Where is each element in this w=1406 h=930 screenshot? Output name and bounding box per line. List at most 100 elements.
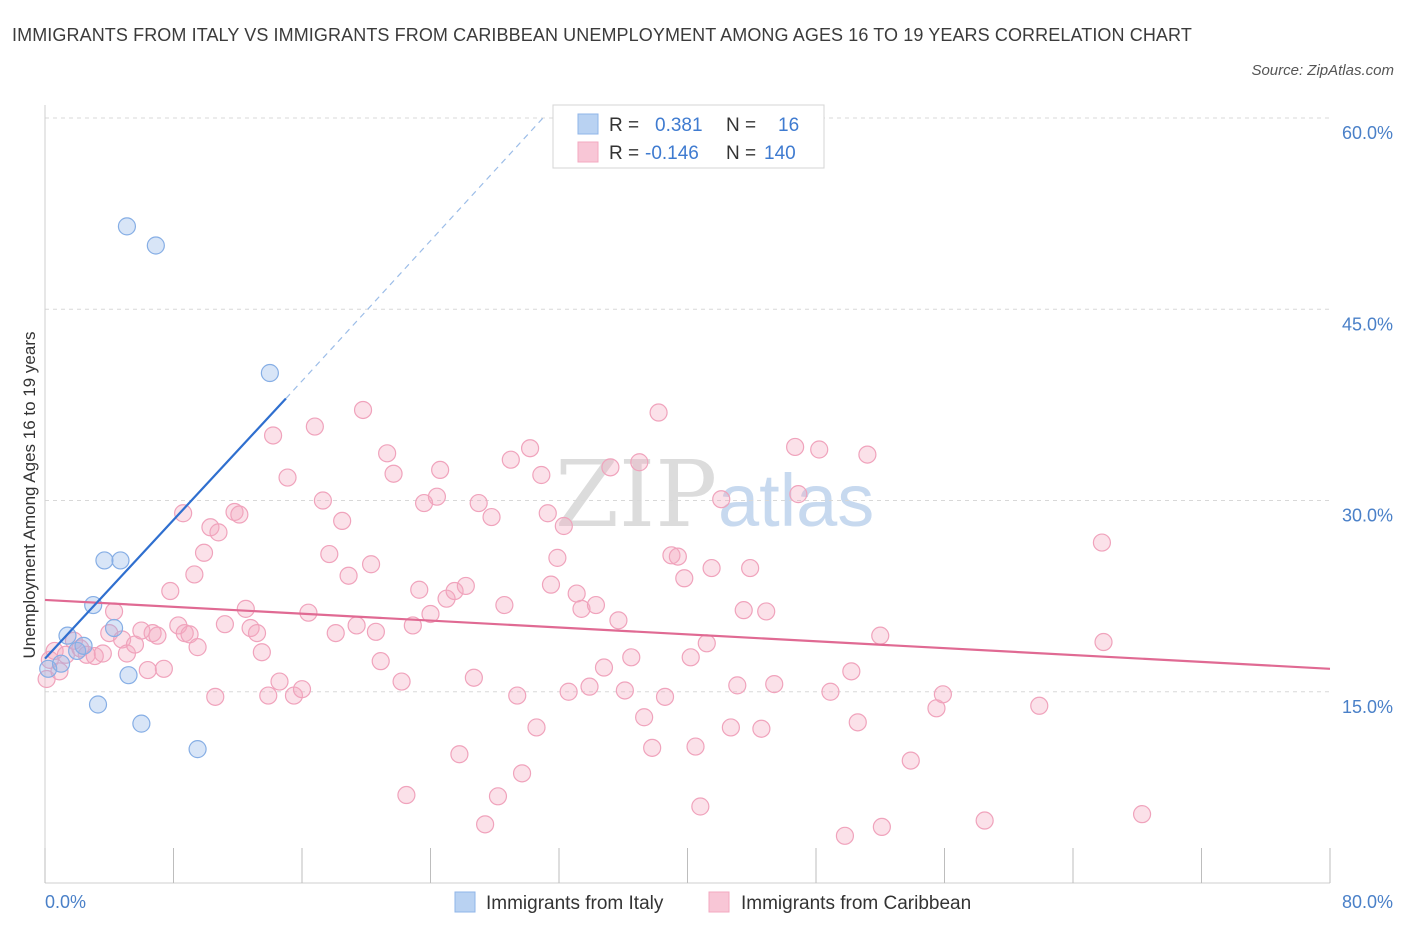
watermark-zip: ZIP — [555, 441, 717, 548]
caribbean-point — [821, 682, 840, 701]
bottom-legend-caribbean-swatch — [708, 891, 730, 913]
caribbean-point — [741, 558, 760, 578]
caribbean-point — [933, 685, 952, 704]
caribbean-point — [194, 543, 214, 562]
caribbean-point — [580, 677, 599, 696]
caribbean-point — [871, 626, 890, 645]
stats-legend: R = 0.381 N = 16 R = -0.146 N = 140 — [552, 104, 825, 169]
caribbean-point — [104, 602, 124, 621]
caribbean-point — [508, 686, 527, 705]
caribbean-point — [138, 660, 157, 680]
italy-point — [88, 695, 108, 714]
caribbean-point — [206, 687, 225, 706]
caribbean-point — [594, 658, 614, 677]
caribbean-point — [464, 668, 483, 687]
caribbean-point — [527, 718, 546, 737]
y-tick-label: 15.0% — [1342, 697, 1393, 717]
x-tick-label: 0.0% — [45, 892, 86, 912]
caribbean-point — [148, 626, 167, 645]
caribbean-point — [697, 634, 716, 653]
caribbean-point — [347, 616, 366, 635]
caribbean-point — [252, 643, 271, 662]
bottom-legend: Immigrants from Italy Immigrants from Ca… — [454, 891, 971, 914]
caribbean-point — [541, 575, 561, 594]
caribbean-point — [410, 580, 429, 599]
caribbean-point — [752, 719, 771, 738]
caribbean-point — [259, 686, 278, 705]
caribbean-point — [292, 680, 312, 699]
caribbean-point — [188, 638, 207, 657]
legend-caribbean-n-label: N = — [726, 143, 756, 164]
source-label: Source: ZipAtlas.com — [1251, 62, 1394, 79]
caribbean-point — [366, 622, 385, 641]
italy-trend-line — [44, 397, 287, 660]
caribbean-point — [313, 491, 332, 510]
caribbean-point — [1092, 533, 1112, 552]
y-tick-label: 45.0% — [1342, 314, 1393, 334]
caribbean-point — [835, 826, 855, 845]
caribbean-point — [236, 599, 255, 618]
legend-italy-n-label: N = — [726, 115, 756, 136]
italy-point — [51, 654, 71, 673]
italy-trend-extension — [285, 117, 544, 399]
caribbean-point — [482, 507, 501, 527]
italy-point — [119, 666, 138, 685]
caribbean-point — [185, 565, 204, 584]
caribbean-point — [586, 595, 606, 615]
caribbean-point — [559, 682, 578, 701]
x-tick-label: 80.0% — [1342, 892, 1393, 912]
caribbean-point — [495, 595, 514, 615]
caribbean-point — [512, 764, 532, 783]
caribbean-point — [450, 745, 469, 764]
legend-italy-r-value: 0.381 — [655, 115, 703, 136]
caribbean-point — [209, 523, 228, 542]
bottom-legend-caribbean-label: Immigrants from Caribbean — [741, 893, 971, 914]
caribbean-point — [320, 544, 339, 564]
y-axis-label: Unemployment Among Ages 16 to 19 years — [20, 332, 39, 659]
caribbean-point — [333, 511, 352, 531]
legend-caribbean-r-value: -0.146 — [645, 143, 699, 164]
caribbean-point — [975, 811, 994, 830]
caribbean-point — [427, 487, 447, 506]
caribbean-point — [601, 458, 620, 477]
caribbean-point — [476, 815, 495, 834]
caribbean-point — [421, 604, 440, 624]
caribbean-point — [378, 444, 397, 463]
caribbean-point — [305, 417, 324, 436]
caribbean-point — [520, 439, 540, 458]
caribbean-point — [649, 403, 668, 422]
data-points — [37, 217, 1152, 845]
legend-caribbean-r-label: R = — [609, 143, 639, 164]
caribbean-point — [872, 817, 891, 837]
caribbean-point — [488, 787, 508, 806]
caribbean-point — [668, 547, 687, 566]
caribbean-point — [154, 659, 173, 678]
caribbean-point — [270, 672, 289, 691]
caribbean-point — [901, 751, 920, 770]
caribbean-point — [691, 797, 710, 816]
caribbean-point — [728, 676, 747, 695]
caribbean-point — [353, 400, 373, 420]
caribbean-point — [789, 485, 808, 504]
caribbean-point — [384, 464, 403, 483]
caribbean-point — [655, 687, 675, 706]
caribbean-point — [361, 555, 381, 574]
caribbean-point — [702, 558, 721, 578]
italy-point — [95, 551, 114, 570]
caribbean-point — [538, 504, 557, 523]
legend-italy-n-value: 16 — [778, 115, 799, 136]
caribbean-point — [392, 672, 411, 691]
italy-point — [104, 618, 124, 638]
caribbean-point — [572, 599, 591, 618]
caribbean-point — [161, 581, 180, 601]
trend-lines — [44, 117, 1331, 670]
caribbean-point — [278, 468, 297, 487]
caribbean-point — [554, 516, 573, 536]
caribbean-point — [686, 737, 705, 756]
caribbean-point — [50, 662, 69, 681]
caribbean-point — [643, 738, 662, 757]
caribbean-point — [174, 504, 193, 523]
caribbean-point — [622, 648, 641, 667]
italy-point — [111, 551, 130, 570]
legend-caribbean-n-value: 140 — [764, 143, 796, 164]
